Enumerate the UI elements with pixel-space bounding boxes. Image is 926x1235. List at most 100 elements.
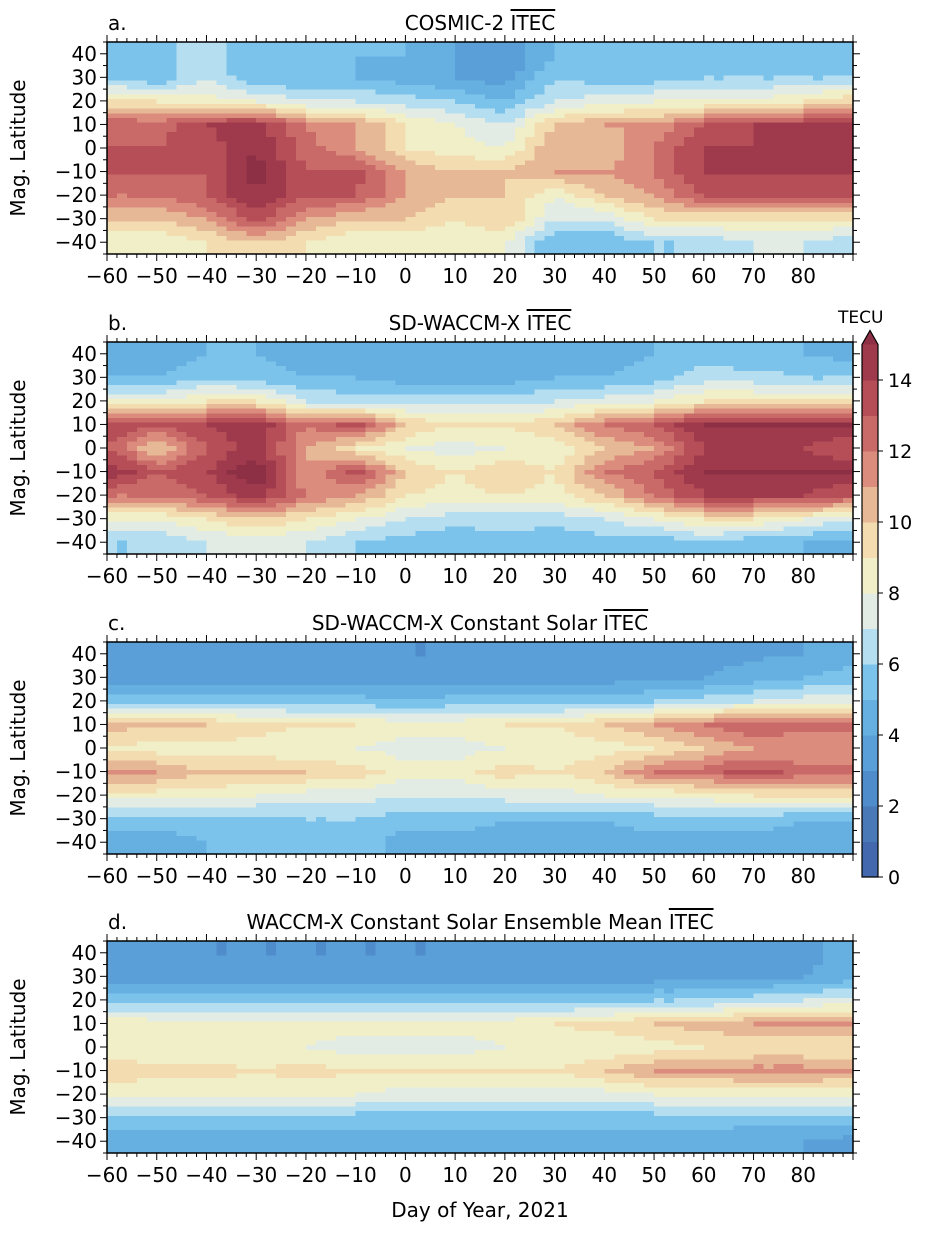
contour-cell xyxy=(295,192,307,199)
contour-cell xyxy=(315,436,327,442)
contour-cell xyxy=(415,525,426,532)
contour-cell xyxy=(664,46,675,53)
contour-cell xyxy=(156,249,168,255)
contour-cell xyxy=(116,389,128,395)
contour-cell xyxy=(693,216,705,222)
contour-cell xyxy=(753,98,765,104)
contour-cell xyxy=(395,440,406,447)
contour-cell xyxy=(146,426,158,433)
contour-cell xyxy=(475,131,486,137)
contour-cell xyxy=(256,89,267,95)
contour-cell xyxy=(216,136,227,142)
contour-cell xyxy=(266,393,277,400)
contour-cell xyxy=(713,178,725,184)
contour-cell xyxy=(813,197,824,203)
contour-cell xyxy=(156,136,168,142)
contour-cell xyxy=(276,117,287,123)
contour-cell xyxy=(335,516,347,522)
contour-cell xyxy=(614,150,625,156)
contour-cell xyxy=(216,239,227,246)
contour-cell xyxy=(723,42,735,48)
contour-cell xyxy=(504,98,516,104)
contour-cell xyxy=(375,93,387,100)
contour-cell xyxy=(266,488,277,494)
contour-cell xyxy=(494,244,506,250)
contour-cell xyxy=(166,183,178,189)
contour-cell xyxy=(683,93,695,100)
contour-cell xyxy=(654,107,665,114)
contour-cell xyxy=(246,370,257,376)
contour-cell xyxy=(375,117,387,123)
contour-cell xyxy=(226,530,237,536)
contour-cell xyxy=(783,56,794,62)
contour-cell xyxy=(813,51,824,57)
contour-cell xyxy=(564,60,576,67)
contour-cell xyxy=(813,159,824,166)
contour-cell xyxy=(295,202,307,208)
contour-cell xyxy=(196,374,208,381)
contour-cell xyxy=(325,450,337,456)
contour-cell xyxy=(345,497,357,503)
contour-cell xyxy=(415,206,426,213)
contour-cell xyxy=(375,136,387,142)
contour-cell xyxy=(693,159,705,166)
contour-cell xyxy=(395,422,406,428)
contour-cell xyxy=(574,65,586,71)
contour-cell xyxy=(345,525,357,532)
contour-cell xyxy=(385,51,397,57)
contour-cell xyxy=(763,136,775,142)
contour-cell xyxy=(166,521,178,527)
contour-cell xyxy=(534,164,546,170)
contour-cell xyxy=(136,393,148,400)
contour-cell xyxy=(375,346,387,353)
contour-cell xyxy=(146,502,158,508)
contour-cell xyxy=(107,98,118,104)
contour-cell xyxy=(107,422,118,428)
contour-cell xyxy=(206,159,218,166)
contour-cell xyxy=(554,221,566,227)
contour-cell xyxy=(305,502,317,508)
contour-cell xyxy=(425,235,436,241)
contour-cell xyxy=(355,188,367,194)
contour-cell xyxy=(355,398,367,404)
contour-cell xyxy=(833,155,844,161)
contour-cell xyxy=(365,216,377,222)
contour-cell xyxy=(803,216,814,222)
contour-cell xyxy=(544,117,556,123)
contour-cell xyxy=(445,159,456,166)
contour-cell xyxy=(136,342,148,348)
contour-cell xyxy=(405,70,416,76)
contour-cell xyxy=(843,192,854,199)
contour-cell xyxy=(355,450,367,456)
contour-cell xyxy=(206,469,218,475)
contour-cell xyxy=(345,502,357,508)
contour-cell xyxy=(584,56,595,62)
contour-cell xyxy=(584,239,595,246)
contour-cell xyxy=(216,389,227,395)
contour-cell xyxy=(415,98,426,104)
contour-cell xyxy=(564,98,576,104)
contour-cell xyxy=(604,51,615,57)
contour-cell xyxy=(693,173,705,180)
contour-cell xyxy=(286,389,297,395)
contour-cell xyxy=(644,164,655,170)
contour-cell xyxy=(315,188,327,194)
contour-cell xyxy=(425,173,436,180)
contour-cell xyxy=(176,131,188,137)
contour-cell xyxy=(843,202,854,208)
contour-cell xyxy=(664,140,675,147)
contour-cell xyxy=(156,506,168,513)
contour-cell xyxy=(375,370,387,376)
contour-cell xyxy=(315,136,327,142)
contour-cell xyxy=(266,197,277,203)
contour-cell xyxy=(176,192,188,199)
contour-cell xyxy=(335,431,347,437)
contour-cell xyxy=(803,202,814,208)
contour-cell xyxy=(783,89,794,95)
contour-cell xyxy=(455,206,466,213)
contour-cell xyxy=(475,98,486,104)
contour-cell xyxy=(236,131,247,137)
contour-cell xyxy=(475,173,486,180)
contour-cell xyxy=(395,469,406,475)
contour-cell xyxy=(803,56,814,62)
